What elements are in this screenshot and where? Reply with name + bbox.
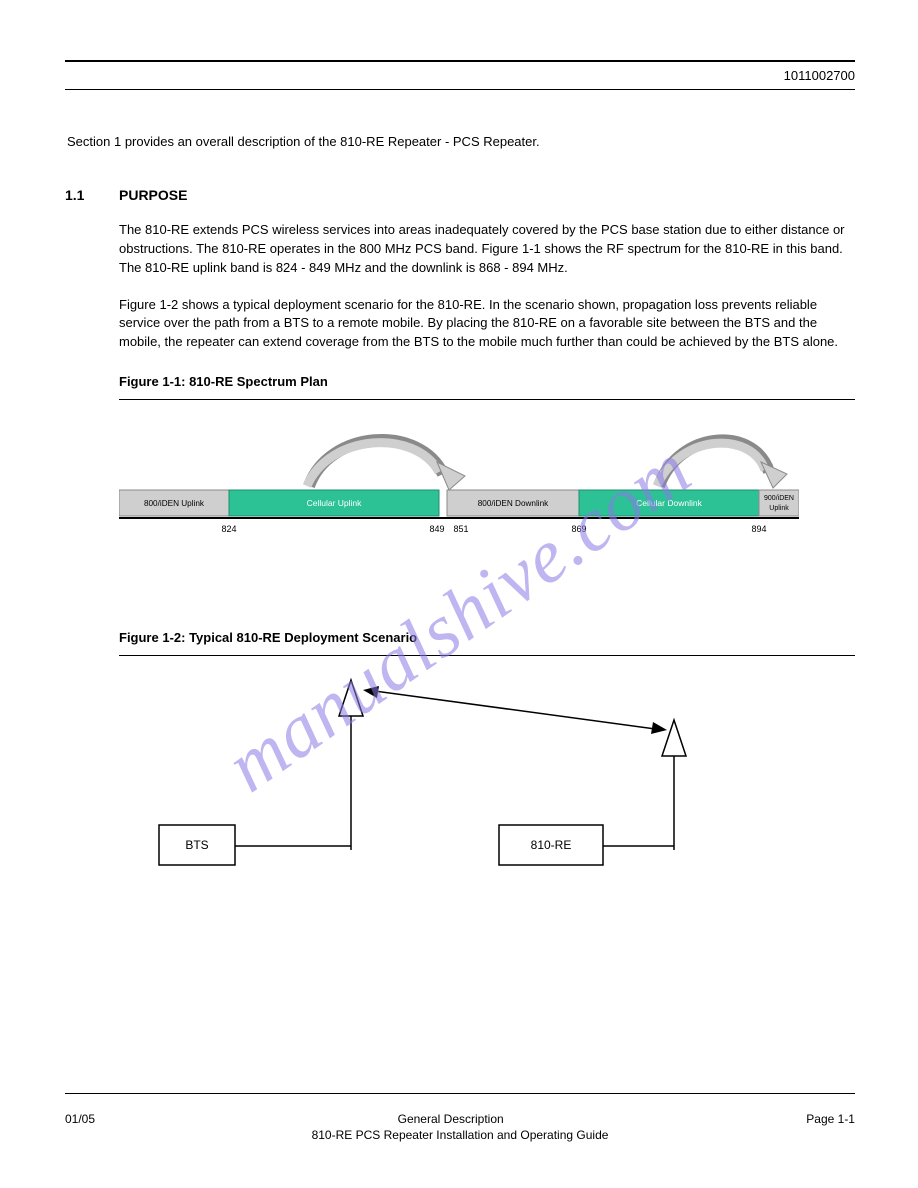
section-number: 1.1 <box>65 187 119 203</box>
intro-paragraph: Section 1 provides an overall descriptio… <box>67 134 855 149</box>
repeater-antenna <box>662 720 686 850</box>
tick-894: 894 <box>751 524 766 534</box>
page-body: 1011002700 Section 1 provides an overall… <box>65 60 855 880</box>
tick-824: 824 <box>221 524 236 534</box>
footer-center-1: General Description <box>398 1112 504 1126</box>
band-label-800-downlink: 800/iDEN Downlink <box>478 499 549 508</box>
topology-diagram: BTS 810-RE <box>119 660 719 880</box>
figure-1-2-rule <box>119 655 855 656</box>
rf-link-arrow <box>363 686 667 734</box>
repeater-label: 810-RE <box>531 838 572 852</box>
spectrum-diagram: 800/iDEN Uplink Cellular Uplink 800/iDEN… <box>119 400 799 550</box>
tick-849: 849 <box>429 524 444 534</box>
bts-antenna <box>339 680 363 850</box>
tick-869: 869 <box>571 524 586 534</box>
section-title: PURPOSE <box>119 187 187 203</box>
header-serial: 1011002700 <box>65 68 855 83</box>
bts-node: BTS <box>159 825 351 865</box>
header-rule-top <box>65 60 855 62</box>
section-paragraph-1: The 810-RE extends PCS wireless services… <box>119 221 855 278</box>
spectrum-arrow-2 <box>657 441 787 489</box>
section-paragraph-2: Figure 1-2 shows a typical deployment sc… <box>119 296 855 353</box>
figure-1-2-caption: Figure 1-2: Typical 810-RE Deployment Sc… <box>119 630 855 645</box>
figure-1-2: Figure 1-2: Typical 810-RE Deployment Sc… <box>119 630 855 880</box>
footer-line-1: 01/05 General Description Page 1-1 <box>65 1112 855 1126</box>
tick-851: 851 <box>453 524 468 534</box>
figure-1-1: Figure 1-1: 810-RE Spectrum Plan 800/iDE… <box>119 374 855 550</box>
band-label-800-uplink: 800/iDEN Uplink <box>144 499 205 508</box>
spectrum-arrow-1 <box>307 440 465 490</box>
bts-label: BTS <box>185 838 208 852</box>
spectrum-bands: 800/iDEN Uplink Cellular Uplink 800/iDEN… <box>119 490 799 516</box>
header-rule-bottom <box>65 89 855 90</box>
figure-1-1-caption: Figure 1-1: 810-RE Spectrum Plan <box>119 374 855 389</box>
band-label-cell-downlink: Cellular Downlink <box>636 498 702 508</box>
band-label-900-uplink-l2: Uplink <box>769 505 789 512</box>
footer-rule <box>65 1093 855 1094</box>
repeater-node: 810-RE <box>499 825 674 865</box>
band-label-cell-uplink: Cellular Uplink <box>307 498 363 508</box>
footer-left: 01/05 <box>65 1112 95 1126</box>
footer-right: Page 1-1 <box>806 1112 855 1126</box>
section-heading: 1.1 PURPOSE <box>65 187 855 203</box>
footer-line-2: 810-RE PCS Repeater Installation and Ope… <box>65 1128 855 1142</box>
band-label-900-uplink-l1: 900/iDEN <box>764 495 794 502</box>
